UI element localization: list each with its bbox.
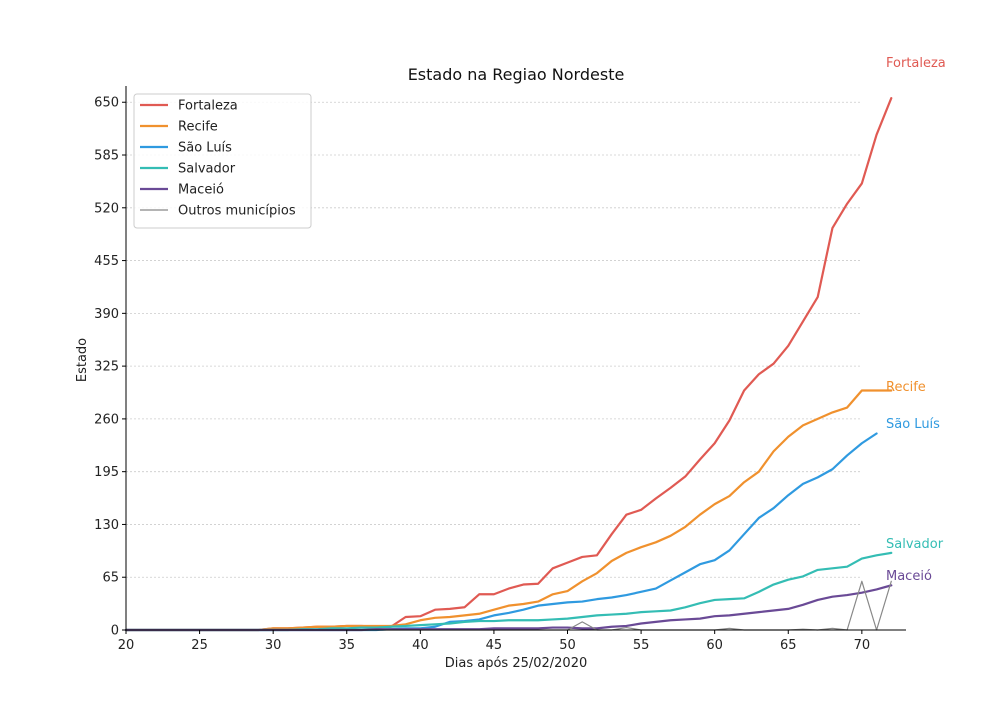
gridlines [126, 101, 862, 578]
end-label: Maceió [886, 569, 932, 584]
y-tick-label: 195 [94, 465, 119, 480]
legend-label: Outros municípios [178, 204, 296, 219]
y-axis-label: Estado [75, 338, 90, 382]
x-tick-label: 60 [706, 638, 723, 653]
y-tick-label: 520 [94, 201, 119, 216]
legend-box [133, 93, 312, 229]
ticks: 0 65 130 195 260 325 390 455 520 585 650 20 25 30 35 40… [94, 96, 870, 653]
y-tick-label: 130 [94, 518, 119, 533]
legend-label: São Luís [178, 141, 232, 156]
x-tick-label: 65 [780, 638, 797, 653]
x-tick-label: 40 [412, 638, 429, 653]
y-tick-label: 325 [94, 360, 119, 375]
y-tick-label: 650 [94, 96, 119, 111]
y-tick-label: 585 [94, 149, 119, 164]
legend-label: Maceió [178, 183, 224, 198]
legend: Fortaleza Recife São Luís Salvador Maceió Out… [133, 93, 312, 229]
series-line-3 [124, 551, 893, 632]
y-tick-label: 455 [94, 254, 119, 269]
end-label: Salvador [886, 537, 944, 552]
y-tick-label: 260 [94, 412, 119, 427]
y-tick-label: 390 [94, 307, 119, 322]
y-tick-label: 0 [111, 624, 119, 639]
series-line-1 [124, 389, 893, 632]
legend-label: Recife [178, 120, 218, 135]
x-tick-label: 45 [486, 638, 503, 653]
series-line-4 [124, 584, 893, 632]
chart-title: Estado na Regiao Nordeste [408, 65, 625, 84]
x-tick-label: 70 [854, 638, 871, 653]
axes [125, 86, 906, 631]
end-label: Recife [886, 380, 926, 395]
x-axis-label: Dias após 25/02/2020 [445, 656, 588, 671]
y-tick-label: 65 [102, 571, 119, 586]
x-tick-label: 35 [338, 638, 355, 653]
end-label: Fortaleza [886, 56, 946, 71]
x-tick-label: 30 [265, 638, 282, 653]
x-tick-label: 50 [559, 638, 576, 653]
end-labels: Fortaleza Recife São Luís Salvador Maceió [886, 56, 946, 584]
x-tick-label: 25 [191, 638, 208, 653]
legend-label: Fortaleza [178, 99, 238, 114]
x-tick-label: 20 [118, 638, 135, 653]
legend-label: Salvador [178, 162, 236, 177]
end-label: São Luís [886, 417, 940, 432]
x-tick-label: 55 [633, 638, 650, 653]
